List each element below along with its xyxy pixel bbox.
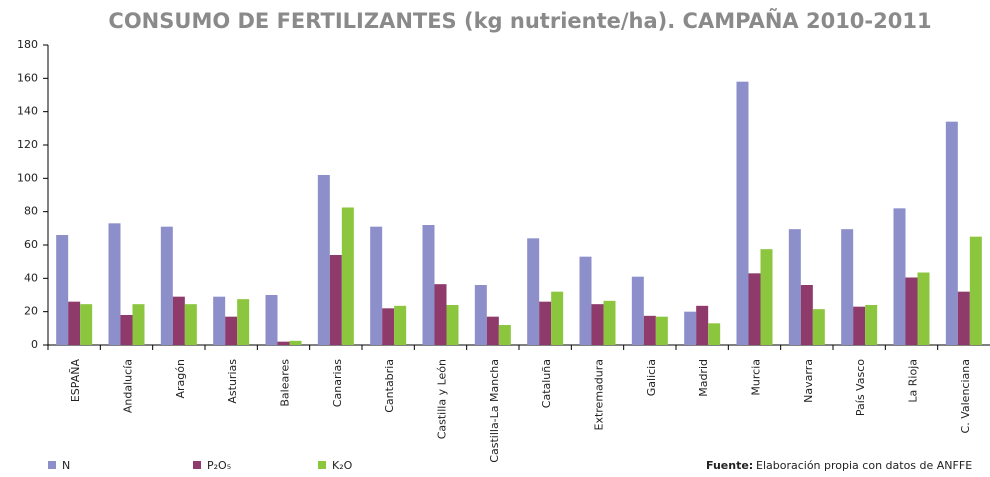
y-tick-label: 100 xyxy=(17,171,38,184)
y-tick-label: 0 xyxy=(31,338,38,351)
x-tick-label: Extremadura xyxy=(593,359,606,431)
bar xyxy=(708,323,721,345)
bar xyxy=(841,229,854,345)
bar xyxy=(736,81,749,346)
bar xyxy=(486,316,499,345)
x-tick-label: La Rioja xyxy=(907,359,920,403)
bar xyxy=(865,305,878,345)
bar xyxy=(172,296,185,345)
y-tick-label: 160 xyxy=(17,71,38,84)
bar xyxy=(969,236,982,345)
x-tick-label: Castilla y León xyxy=(436,359,449,439)
bar xyxy=(370,226,383,345)
bar xyxy=(382,308,395,345)
bar xyxy=(422,225,435,345)
legend-swatch xyxy=(48,461,56,469)
bar xyxy=(277,341,290,345)
bar xyxy=(893,208,906,345)
bar xyxy=(184,304,197,345)
chart-title: CONSUMO DE FERTILIZANTES (kg nutriente/h… xyxy=(108,8,931,33)
x-tick-label: Cataluña xyxy=(540,359,553,408)
bar xyxy=(800,285,813,345)
y-tick-label: 60 xyxy=(24,238,38,251)
x-tick-label: País Vasco xyxy=(854,359,867,416)
x-tick-label: Navarra xyxy=(802,359,815,403)
bar xyxy=(56,235,69,345)
bar xyxy=(341,207,354,345)
bar xyxy=(474,285,487,345)
bar xyxy=(591,304,604,345)
bar xyxy=(394,305,407,345)
x-tick-label: Murcia xyxy=(750,359,763,396)
y-tick-label: 180 xyxy=(17,38,38,51)
legend-label: N xyxy=(62,459,70,472)
x-tick-label: Galicia xyxy=(645,359,658,396)
bar xyxy=(853,306,866,345)
bar xyxy=(160,226,173,345)
bar xyxy=(917,272,930,345)
bar xyxy=(957,291,970,345)
x-tick-label: Asturias xyxy=(226,359,239,404)
bar xyxy=(527,238,540,345)
bar xyxy=(329,255,342,345)
x-tick-label: Canarias xyxy=(331,359,344,407)
bar xyxy=(498,325,511,345)
bar xyxy=(696,305,709,345)
legend-swatch xyxy=(318,461,326,469)
x-tick-label: Castilla-La Mancha xyxy=(488,359,501,463)
bar xyxy=(317,175,330,345)
x-tick-label: ESPAÑA xyxy=(69,359,82,403)
bar xyxy=(905,277,918,345)
bar xyxy=(265,295,278,345)
x-tick-label: Andalucía xyxy=(122,359,135,413)
bar xyxy=(434,284,447,345)
bar xyxy=(108,223,121,345)
bar xyxy=(788,229,801,345)
source: Elaboración propia con datos de ANFFE xyxy=(756,459,972,472)
y-tick-label: 40 xyxy=(24,271,38,284)
bar xyxy=(446,305,459,345)
bar xyxy=(945,121,958,346)
bar xyxy=(643,315,656,345)
legend-label: P₂O₅ xyxy=(207,459,231,472)
x-tick-label: C. Valenciana xyxy=(959,359,972,433)
bar xyxy=(68,301,81,345)
y-tick-label: 140 xyxy=(17,105,38,118)
bar xyxy=(631,276,644,345)
bar xyxy=(812,309,825,345)
bar xyxy=(684,311,697,345)
bar xyxy=(213,296,226,345)
y-tick-label: 120 xyxy=(17,138,38,151)
bar xyxy=(760,249,773,345)
bar xyxy=(748,273,761,345)
x-tick-label: Madrid xyxy=(697,359,710,397)
x-tick-label: Cantabria xyxy=(383,359,396,413)
x-tick-label: Aragón xyxy=(174,359,187,399)
bar xyxy=(551,291,564,345)
source-label: Fuente: xyxy=(706,459,753,472)
bar xyxy=(225,316,238,345)
bar xyxy=(603,300,616,345)
bar xyxy=(655,316,668,345)
bar xyxy=(80,304,93,345)
bar xyxy=(132,304,145,345)
bar xyxy=(237,299,250,345)
legend-label: K₂O xyxy=(332,459,353,472)
bar xyxy=(539,301,552,345)
legend-swatch xyxy=(193,461,201,469)
bar xyxy=(289,340,302,345)
x-tick-label: Baleares xyxy=(279,359,292,407)
bar xyxy=(120,315,133,345)
y-tick-label: 20 xyxy=(24,305,38,318)
bar xyxy=(579,256,592,345)
y-tick-label: 80 xyxy=(24,205,38,218)
